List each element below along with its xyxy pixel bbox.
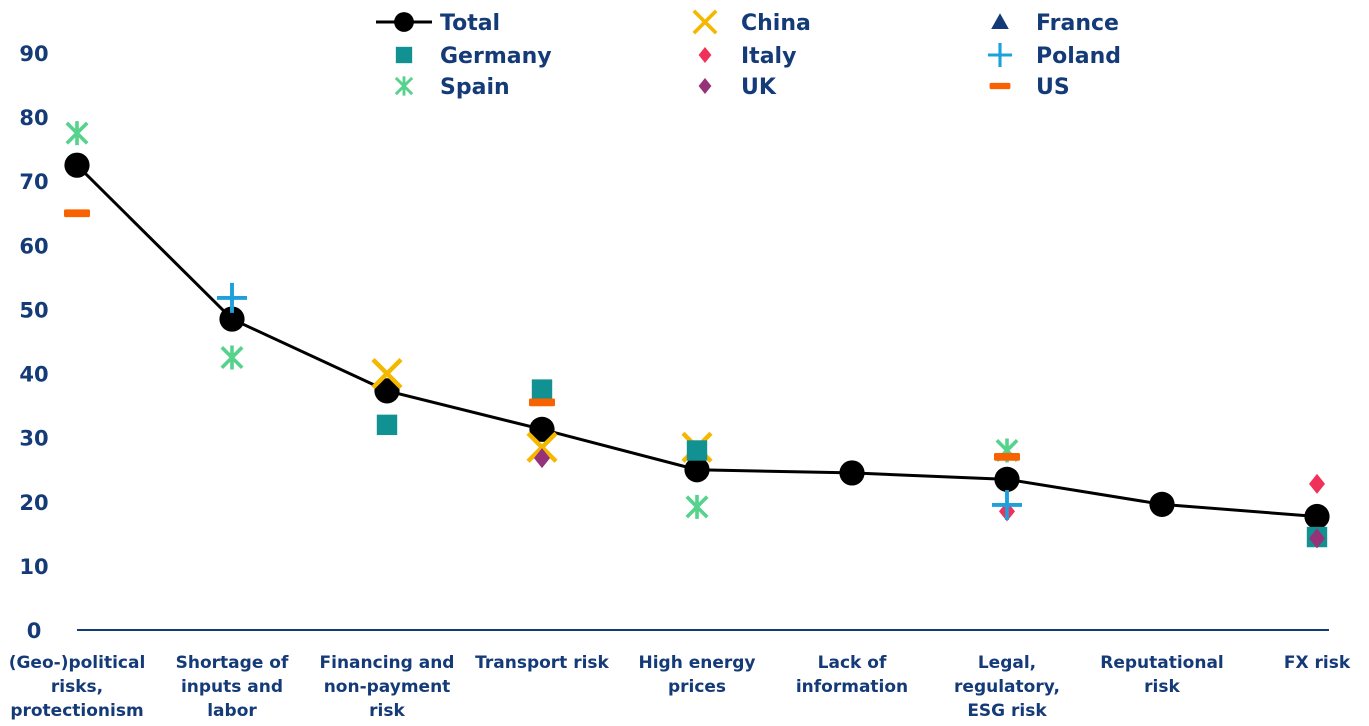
total-marker [1149, 491, 1175, 517]
legend-item-germany: Germany [395, 44, 552, 69]
germany-marker [531, 379, 553, 400]
y-tick-label: 0 [27, 619, 42, 643]
germany-marker [376, 414, 398, 436]
legend-item-italy: Italy [698, 44, 796, 69]
uk-marker [534, 448, 550, 469]
x-tick-label-line: non-payment [324, 677, 451, 697]
legend-swatch [988, 43, 1012, 67]
x-tick-label: Transport risk [475, 653, 609, 673]
total-marker [64, 152, 90, 178]
y-tick-label: 10 [19, 555, 48, 579]
legend-swatch [698, 47, 712, 63]
legend-label: UK [741, 75, 777, 100]
x-axis-category-labels: (Geo-)political risks, protectionism Shorta… [9, 653, 1351, 721]
legend-swatch [692, 9, 718, 35]
x-tick-label: FX risk [1284, 653, 1351, 673]
x-tick-label-line: Financing and [320, 653, 455, 673]
italy-marker [1309, 473, 1325, 494]
legend-label: Germany [440, 44, 552, 69]
y-tick-label: 90 [19, 42, 48, 66]
x-tick-label-line: Transport risk [475, 653, 609, 673]
us-marker [64, 209, 90, 218]
legend-item-france: France [991, 11, 1119, 36]
x-tick-label: Shortage of inputs and labor [176, 653, 289, 721]
legend-label: Spain [440, 75, 510, 100]
legend-swatch [395, 46, 413, 64]
x-tick-label-line: FX risk [1284, 653, 1351, 673]
total-marker [839, 460, 865, 486]
legend-item-china: China [692, 9, 811, 36]
china-marker [371, 357, 403, 390]
legend-swatch [394, 76, 414, 96]
us-marker [529, 398, 555, 407]
legend-label: Poland [1036, 44, 1121, 69]
legend-item-spain: Spain [394, 75, 510, 100]
legend-item-poland: Poland [988, 43, 1121, 69]
x-tick-label: Reputational risk [1100, 653, 1224, 697]
x-tick-label-line: labor [207, 701, 257, 721]
y-tick-label: 20 [19, 491, 48, 515]
legend-item-us: US [989, 75, 1070, 100]
y-axis-ticks: 0 10 20 30 40 50 60 70 80 90 [19, 42, 48, 643]
poland-marker [992, 489, 1022, 520]
x-tick-label-line: prices [668, 677, 726, 697]
us-marker [994, 453, 1020, 461]
x-tick-label-line: protectionism [10, 701, 143, 721]
spain-marker [220, 345, 244, 370]
x-tick-label: Financing and non-payment risk [320, 653, 455, 721]
legend-swatch [394, 12, 414, 32]
x-tick-label-line: risk [1144, 677, 1180, 697]
y-tick-label: 60 [19, 234, 48, 258]
y-tick-label: 50 [19, 298, 48, 322]
x-tick-label-line: information [796, 677, 908, 697]
x-tick-label: (Geo-)political risks, protectionism [9, 653, 146, 721]
legend-swatch [989, 82, 1011, 90]
uk-marker [1309, 528, 1325, 549]
china-marker [526, 431, 558, 463]
germany-marker [686, 440, 708, 461]
legend-label: Italy [741, 44, 796, 69]
total-marker [219, 306, 245, 332]
spain-marker [685, 494, 709, 519]
legend-label: France [1036, 11, 1119, 36]
total-marker [1304, 503, 1330, 530]
x-tick-label-line: (Geo-)political [9, 653, 146, 673]
y-tick-label: 80 [19, 106, 48, 130]
x-tick-label-line: Lack of [818, 653, 887, 673]
legend: Total China France Germany Italy Poland Spain U… [376, 9, 1121, 100]
x-tick-label-line: risk [369, 701, 405, 721]
x-tick-label-line: regulatory, [954, 677, 1060, 697]
x-tick-label: High energy prices [638, 653, 755, 697]
x-tick-label-line: High energy [638, 653, 755, 673]
x-tick-label-line: Reputational [1100, 653, 1224, 673]
legend-label: US [1036, 75, 1070, 100]
x-tick-label: Legal, regulatory, ESG risk [954, 653, 1060, 721]
legend-label: China [741, 11, 811, 36]
legend-swatch [698, 78, 712, 94]
total-marker [529, 416, 555, 442]
legend-item-total: Total [376, 11, 500, 36]
y-tick-label: 70 [19, 170, 48, 194]
x-tick-label-line: inputs and [181, 677, 283, 697]
total-series-line [64, 152, 1330, 530]
x-tick-label-line: Shortage of [176, 653, 289, 673]
legend-item-uk: UK [698, 75, 777, 100]
y-tick-label: 40 [19, 363, 48, 387]
legend-label: Total [440, 11, 500, 36]
spain-marker [65, 121, 89, 146]
x-tick-label-line: ESG risk [967, 701, 1047, 721]
x-tick-label: Lack of information [796, 653, 908, 697]
series-markers [64, 121, 1328, 549]
total-marker [684, 457, 710, 483]
y-tick-label: 30 [19, 427, 48, 451]
x-tick-label-line: risks, [51, 677, 103, 697]
poland-marker [217, 282, 247, 313]
legend-swatch [991, 13, 1009, 30]
total-marker [994, 466, 1020, 492]
x-tick-label-line: Legal, [978, 653, 1036, 673]
total-marker [374, 378, 400, 404]
